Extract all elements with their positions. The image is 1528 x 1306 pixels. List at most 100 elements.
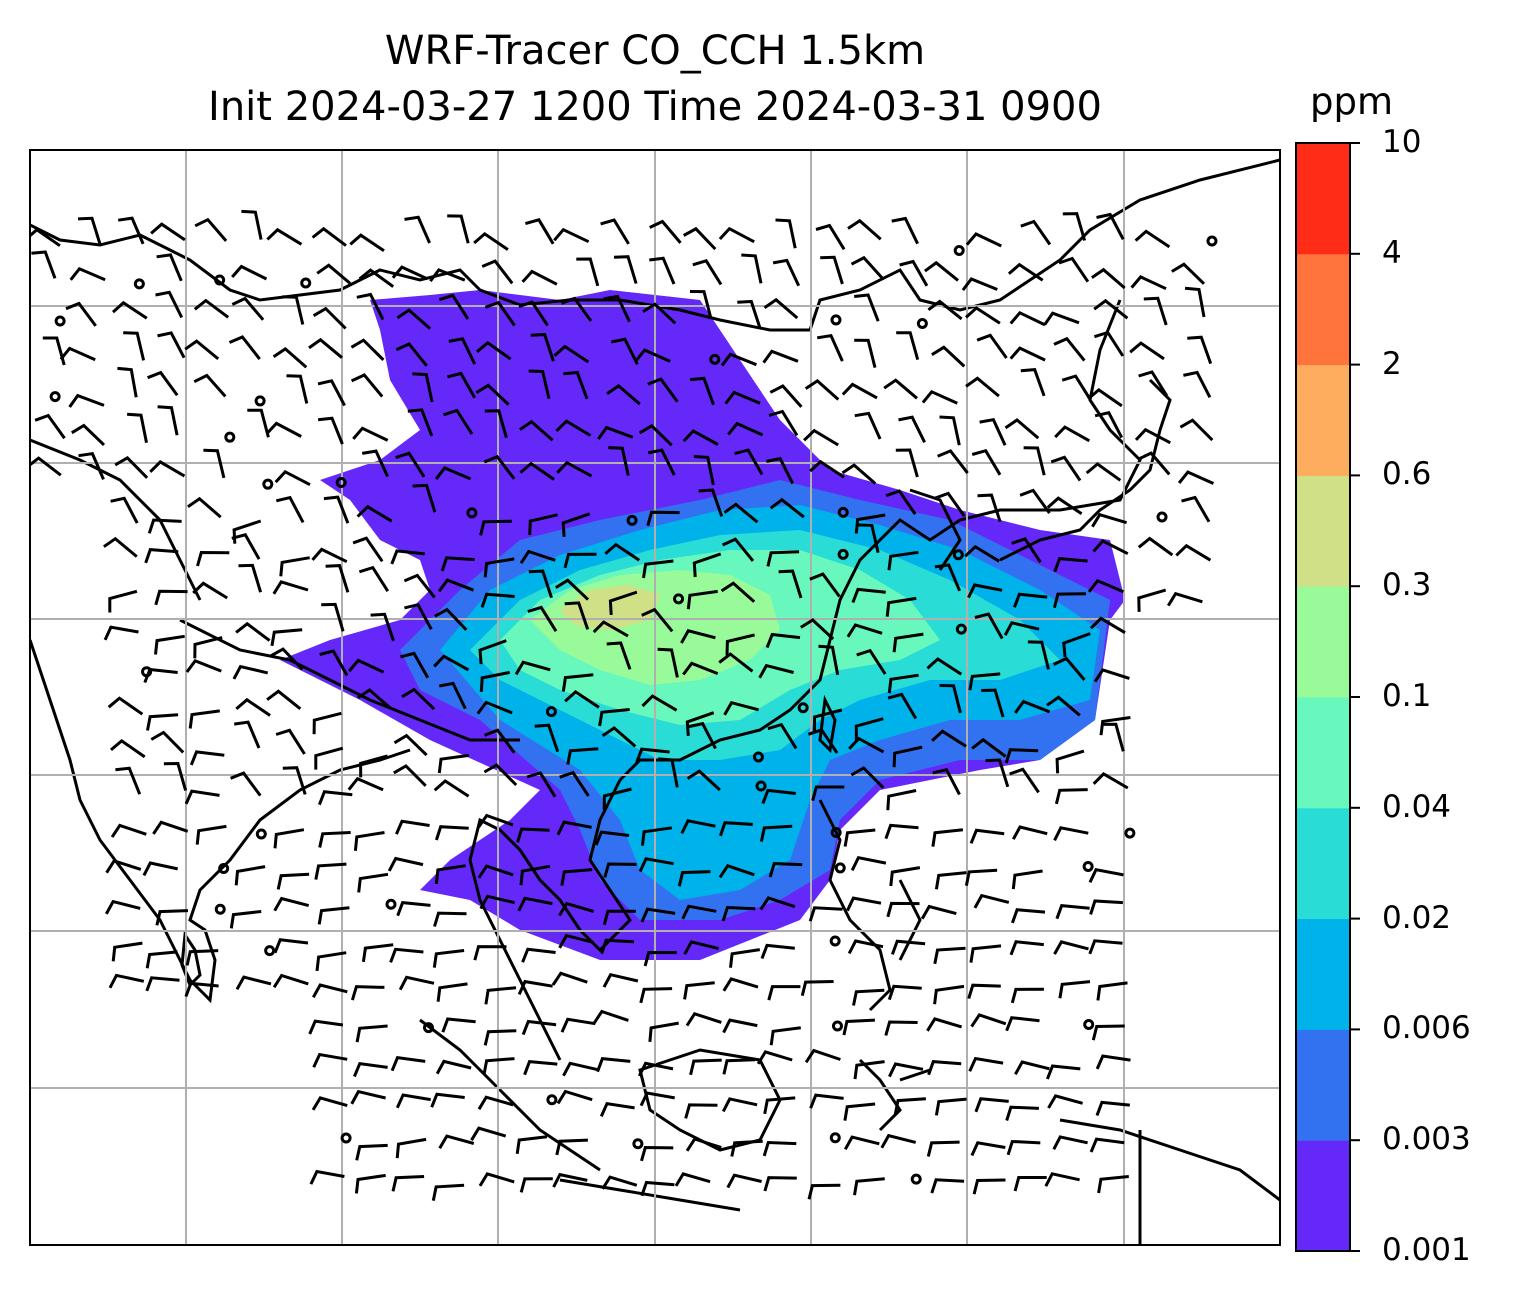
wind-barb <box>356 504 393 523</box>
wind-barb <box>404 215 431 244</box>
wind-barb <box>1137 451 1171 476</box>
wind-barb <box>597 425 634 440</box>
wind-barb <box>646 510 680 527</box>
wind-barb <box>350 985 385 1001</box>
wind-barb <box>473 232 509 251</box>
wind-barb <box>235 697 271 717</box>
wind-barb <box>1181 495 1211 523</box>
wind-barb <box>685 711 715 737</box>
calm-wind-marker <box>1124 827 1136 839</box>
wind-barbs <box>30 209 1218 1201</box>
map-area <box>30 150 1280 1245</box>
wind-barb <box>1171 262 1206 285</box>
wind-barb <box>412 372 434 403</box>
wind-barb <box>357 872 389 893</box>
wind-barb <box>1062 212 1087 241</box>
wind-barb <box>555 1138 588 1156</box>
wind-barb <box>286 374 309 404</box>
wind-barb <box>599 1101 635 1118</box>
calm-wind-marker <box>1206 235 1218 247</box>
wind-barb <box>515 1135 548 1155</box>
wind-barb <box>778 569 803 599</box>
wind-barb <box>358 565 390 593</box>
wind-barb <box>688 721 717 750</box>
wind-barb <box>768 862 803 878</box>
wind-barb <box>887 550 919 571</box>
wind-barb <box>560 868 593 886</box>
wind-barb <box>596 1056 631 1073</box>
wind-barb <box>519 549 556 565</box>
wind-barb <box>154 634 185 655</box>
wind-barb <box>880 1133 917 1149</box>
wind-barb <box>1089 899 1123 915</box>
wind-barb <box>477 813 514 828</box>
coastline-philippines <box>818 799 922 1012</box>
wind-barb <box>893 1097 927 1115</box>
wind-barb <box>1005 1105 1039 1121</box>
wind-barb <box>1187 335 1213 365</box>
wind-barb <box>685 1012 722 1027</box>
title-line-1: WRF-Tracer CO_CCH 1.5km <box>384 28 926 74</box>
wind-barb <box>395 451 426 478</box>
wind-barb <box>145 976 180 992</box>
wind-barb <box>800 618 835 641</box>
wind-barb <box>884 823 919 840</box>
wind-barb <box>1010 987 1044 1004</box>
wind-barb <box>1096 981 1128 1001</box>
wind-barb <box>1046 496 1083 516</box>
wind-barb <box>534 723 560 753</box>
wind-barb <box>78 452 105 480</box>
wind-barb <box>110 823 147 838</box>
calm-wind-marker <box>1083 1019 1095 1031</box>
wind-barb <box>885 596 917 617</box>
wind-barb <box>1184 286 1206 318</box>
wind-barb <box>641 607 674 633</box>
wind-barb <box>970 1141 1006 1157</box>
wind-barb <box>317 416 344 445</box>
wind-barb <box>390 1056 426 1072</box>
wind-barb <box>846 896 882 912</box>
wind-barb <box>854 338 877 368</box>
wind-barb <box>979 418 1007 446</box>
wind-barb <box>775 218 797 249</box>
wind-barb <box>184 789 220 805</box>
wind-barb <box>564 690 600 709</box>
wind-barb <box>1177 470 1215 485</box>
wind-barb <box>720 581 756 603</box>
wind-barb <box>1095 1100 1130 1117</box>
wind-barb <box>761 788 796 805</box>
wind-barb <box>680 819 716 835</box>
wind-barb <box>721 537 755 562</box>
wind-barb <box>309 1169 345 1185</box>
wind-barb <box>354 1173 386 1194</box>
wind-barb <box>933 984 965 1005</box>
wind-barb <box>647 448 676 476</box>
wind-barb <box>937 449 969 475</box>
wind-barb <box>395 1093 431 1109</box>
wind-barb <box>273 828 305 849</box>
wind-barb <box>483 454 516 480</box>
wind-barb <box>850 856 887 871</box>
wind-barb <box>273 896 310 912</box>
wind-barb <box>230 771 262 797</box>
wind-barb <box>434 825 469 841</box>
wind-barb <box>276 872 310 890</box>
wind-barb <box>603 294 631 323</box>
wind-barb <box>391 1175 425 1192</box>
wind-barb <box>514 660 551 676</box>
wind-barb <box>758 663 794 679</box>
wind-barb <box>931 828 964 847</box>
wind-barb <box>1011 869 1043 890</box>
calm-wind-marker <box>626 514 638 526</box>
wind-barb <box>718 864 755 879</box>
wind-barb <box>846 623 883 638</box>
wind-barb <box>359 754 388 778</box>
wind-barb <box>603 862 637 878</box>
wind-barb <box>809 572 841 598</box>
wind-barb <box>145 950 178 969</box>
colorbar-tick-label: 0.3 <box>1382 567 1432 604</box>
wind-barb <box>447 371 477 399</box>
wind-barb <box>965 232 1002 248</box>
wind-barb <box>311 226 347 247</box>
wind-barb <box>648 1021 679 1043</box>
